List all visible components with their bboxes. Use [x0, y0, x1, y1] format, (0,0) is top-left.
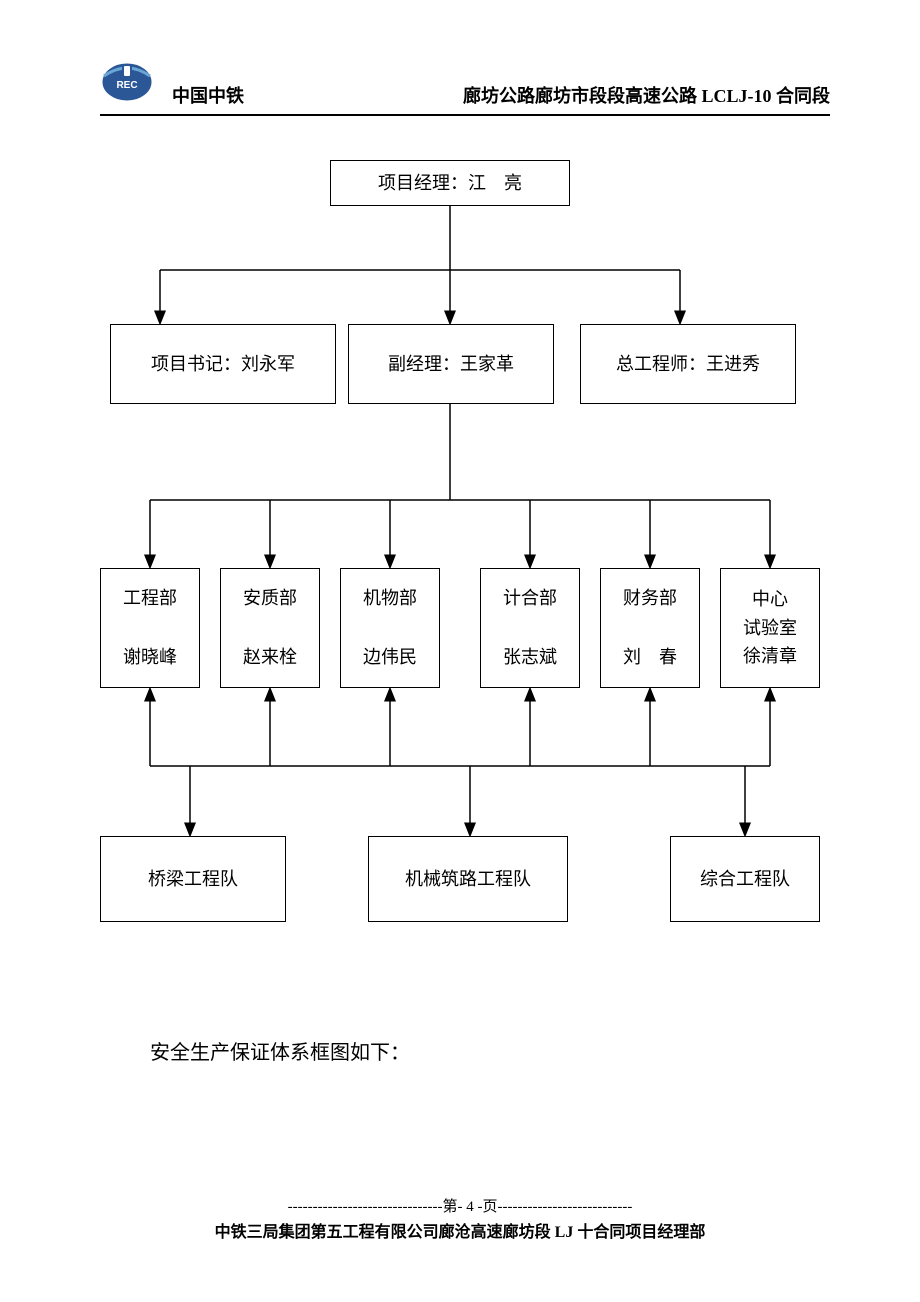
node-vp-label: 副经理：王家革 — [388, 350, 514, 379]
node-dept-finance: 财务部 刘 春 — [600, 568, 700, 688]
footer-page-number: -------------------------------第- 4 -页--… — [0, 1195, 920, 1216]
node-ce-label: 总工程师：王进秀 — [616, 350, 760, 379]
dept3-name: 机物部 — [363, 584, 417, 613]
page-header: REC 中国中铁 廊坊公路廊坊市段段高速公路 LCLJ-10 合同段 — [100, 56, 830, 116]
node-pm-label: 项目经理：江 亮 — [378, 169, 522, 198]
svg-text:REC: REC — [116, 80, 137, 91]
dept5-head: 刘 春 — [623, 643, 677, 672]
next-section-caption: 安全生产保证体系框图如下： — [150, 1036, 410, 1065]
node-team-general: 综合工程队 — [670, 836, 820, 922]
dept5-name: 财务部 — [623, 584, 677, 613]
node-secretary: 项目书记：刘永军 — [110, 324, 336, 404]
node-vp: 副经理：王家革 — [348, 324, 554, 404]
node-dept-lab: 中心 试验室 徐清章 — [720, 568, 820, 688]
page-footer: -------------------------------第- 4 -页--… — [0, 1195, 920, 1242]
dept6-l1: 中心 — [752, 585, 788, 614]
dept1-name: 工程部 — [123, 584, 177, 613]
header-org: 中国中铁 — [172, 82, 244, 108]
node-team-road: 机械筑路工程队 — [368, 836, 568, 922]
node-dept-safety: 安质部 赵来栓 — [220, 568, 320, 688]
dept6-head: 徐清章 — [743, 642, 797, 671]
dept3-head: 边伟民 — [363, 643, 417, 672]
team1-label: 桥梁工程队 — [148, 865, 238, 894]
node-dept-machinery: 机物部 边伟民 — [340, 568, 440, 688]
dept4-name: 计合部 — [503, 584, 557, 613]
footer-org: 中铁三局集团第五工程有限公司廊沧高速廊坊段 LJ 十合同项目经理部 — [0, 1218, 920, 1242]
node-dept-contract: 计合部 张志斌 — [480, 568, 580, 688]
dept2-name: 安质部 — [243, 584, 297, 613]
node-team-bridge: 桥梁工程队 — [100, 836, 286, 922]
dept4-head: 张志斌 — [503, 643, 557, 672]
node-dept-engineering: 工程部 谢晓峰 — [100, 568, 200, 688]
node-chief-engineer: 总工程师：王进秀 — [580, 324, 796, 404]
node-secretary-label: 项目书记：刘永军 — [151, 350, 295, 379]
dept1-head: 谢晓峰 — [123, 643, 177, 672]
org-chart: 项目经理：江 亮 项目书记：刘永军 副经理：王家革 总工程师：王进秀 工程部 谢… — [100, 160, 820, 980]
team2-label: 机械筑路工程队 — [405, 865, 531, 894]
dept6-l2: 试验室 — [743, 614, 797, 643]
team3-label: 综合工程队 — [700, 865, 790, 894]
logo-crec-icon: REC — [100, 56, 154, 102]
header-title: 廊坊公路廊坊市段段高速公路 LCLJ-10 合同段 — [463, 82, 830, 108]
node-pm: 项目经理：江 亮 — [330, 160, 570, 206]
dept2-head: 赵来栓 — [243, 643, 297, 672]
